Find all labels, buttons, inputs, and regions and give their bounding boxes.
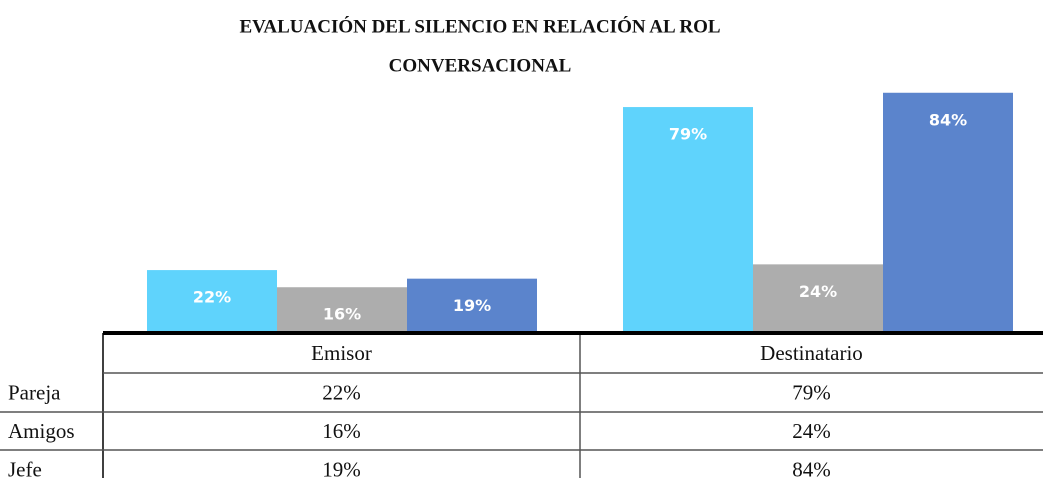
table-cell: 84% — [792, 457, 831, 478]
table-cell: 22% — [322, 380, 361, 404]
table-cell: 16% — [322, 419, 361, 443]
bar — [883, 92, 1013, 333]
data-label: 84% — [929, 110, 967, 129]
bar — [277, 287, 407, 333]
table-row-label: Jefe — [8, 457, 42, 478]
table-cell: 24% — [792, 419, 831, 443]
table-header: Destinatario — [760, 341, 863, 365]
bar — [147, 270, 277, 333]
chart-title: EVALUACIÓN DEL SILENCIO EN RELACIÓN AL R… — [239, 15, 720, 37]
table-row-label: Amigos — [8, 419, 75, 443]
data-label: 19% — [453, 296, 491, 315]
data-label: 24% — [799, 282, 837, 301]
bar — [753, 264, 883, 333]
table-row-label: Pareja — [8, 380, 61, 404]
table-cell: 19% — [322, 457, 361, 478]
data-label: 22% — [193, 288, 231, 307]
bar — [623, 107, 753, 333]
data-label: 79% — [669, 125, 707, 144]
data-label: 16% — [323, 305, 361, 324]
bar — [407, 278, 537, 333]
chart-subtitle: CONVERSACIONAL — [389, 55, 572, 76]
table-header: Emisor — [311, 341, 372, 365]
table-cell: 79% — [792, 380, 831, 404]
